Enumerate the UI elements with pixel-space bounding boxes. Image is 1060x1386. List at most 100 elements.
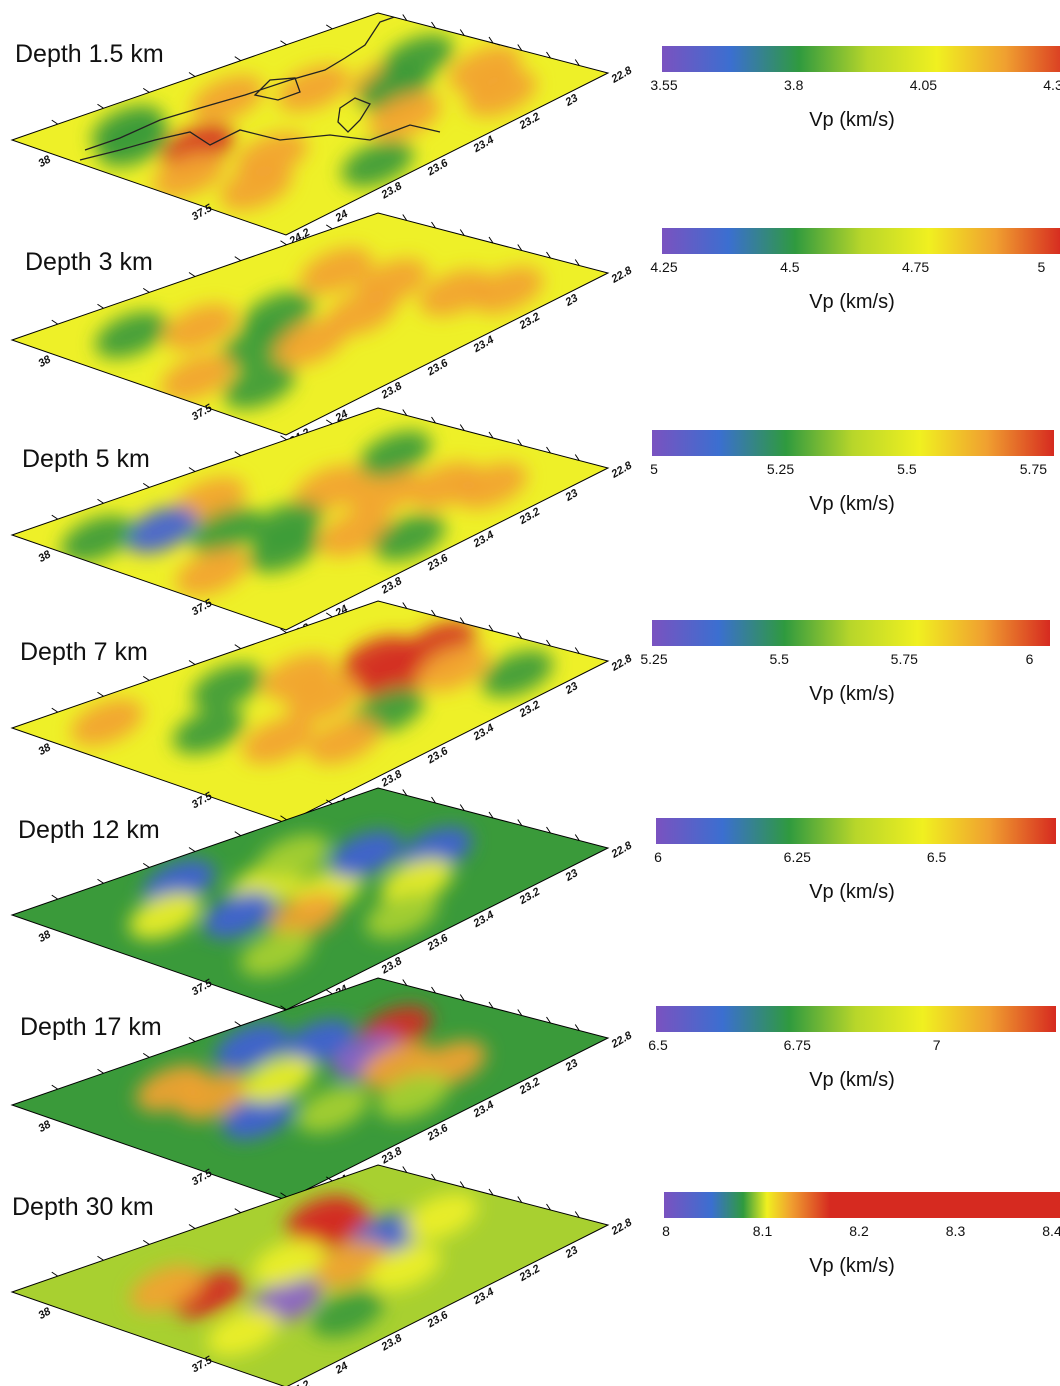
depth-label: Depth 1.5 km — [15, 40, 164, 68]
velocity-anomaly — [329, 830, 402, 878]
velocity-anomaly — [95, 311, 168, 359]
colorbar-tick-label: 8.4 — [1042, 1223, 1060, 1239]
velocity-anomaly — [368, 92, 441, 139]
longitude-tick-label: 23 — [563, 1244, 580, 1261]
velocity-anomaly — [203, 891, 276, 939]
velocity-anomaly — [286, 675, 359, 723]
colorbar-tick-label: 5.75 — [891, 651, 918, 667]
colorbar-tick-label: 4.05 — [910, 77, 937, 93]
colorbar-tick-label: 4.25 — [650, 259, 677, 275]
colorbar-tick-label: 6.5 — [648, 1037, 668, 1053]
colorbar-tick-label: 6 — [1026, 651, 1034, 667]
latitude-tick-label: 38 — [36, 153, 53, 170]
depth-slice-1: 22.82323.223.423.623.82424.237.538Depth … — [10, 12, 1060, 248]
velocity-anomaly — [274, 319, 347, 366]
colorbar-tick-label: 6 — [654, 849, 662, 865]
velocity-anomaly — [348, 468, 421, 516]
velocity-anomaly — [314, 1240, 387, 1288]
colorbar-title: Vp (km/s) — [809, 291, 895, 313]
latitude-tick-label: 38 — [36, 1118, 53, 1135]
frame-ticks — [51, 14, 580, 125]
slice-frame — [10, 1164, 610, 1386]
velocity-anomaly — [341, 140, 414, 187]
longitude-tick-label: 22.8 — [609, 64, 635, 86]
velocity-anomaly — [191, 663, 264, 711]
longitude-tick-label: 24 — [333, 1360, 350, 1377]
depth-label: Depth 30 km — [12, 1193, 154, 1221]
velocity-anomaly — [70, 699, 144, 746]
latitude-tick-label: 38 — [36, 1305, 53, 1322]
colorbar-title: Vp (km/s) — [809, 881, 895, 903]
velocity-anomaly — [296, 1085, 369, 1133]
colorbar-tick-label: 5 — [1038, 259, 1046, 275]
velocity-anomaly — [269, 892, 342, 940]
slice-frame — [10, 12, 610, 236]
latitude-tick-label: 38 — [36, 353, 53, 370]
velocity-anomaly — [214, 1023, 287, 1070]
colorbar-title: Vp (km/s) — [809, 683, 895, 705]
colorbar-tick-label: 5.25 — [767, 461, 794, 477]
longitude-tick-label: 23 — [563, 92, 580, 109]
colorbar-tick-label: 5.75 — [1020, 461, 1047, 477]
depth-slice-2: 22.82323.223.423.623.82424.237.538Depth … — [10, 212, 1060, 448]
velocity-anomaly — [310, 1290, 384, 1338]
depth-label: Depth 7 km — [20, 638, 148, 666]
colorbar: 8 8.1 8.2 8.3 8.4 Vp (km/s) — [662, 1192, 1060, 1277]
velocity-anomaly — [368, 1244, 441, 1291]
velocity-anomaly — [220, 163, 293, 211]
longitude-tick-label: 23 — [563, 680, 580, 697]
colorbar-gradient — [652, 430, 1054, 456]
depth-slices: 22.82323.223.423.623.82424.237.538Depth … — [10, 12, 1060, 1386]
colorbar-tick-label: 5.5 — [897, 461, 917, 477]
longitude-tick-label: 22.8 — [609, 652, 635, 674]
velocity-anomaly — [416, 644, 489, 692]
velocity-anomaly — [125, 506, 198, 554]
velocity-anomaly — [240, 929, 313, 977]
velocity-anomaly — [242, 1056, 315, 1103]
velocity-anomaly — [307, 717, 381, 765]
latitude-tick-label: 38 — [36, 928, 53, 945]
colorbar-tick-label: 8 — [662, 1223, 670, 1239]
colorbar-tick-label: 6.75 — [784, 1037, 811, 1053]
depth-slice-7: 22.82323.223.423.623.82424.237.538Depth … — [10, 1164, 1060, 1386]
colorbar-tick-label: 8.1 — [753, 1223, 773, 1239]
slice-frame — [10, 212, 610, 436]
velocity-anomaly — [128, 892, 201, 940]
longitude-tick-label: 24 — [333, 208, 350, 225]
latitude-tick-label: 38 — [36, 741, 53, 758]
colorbar-title: Vp (km/s) — [809, 109, 895, 131]
colorbar-tick-label: 3.55 — [650, 77, 677, 93]
velocity-anomaly — [471, 266, 544, 314]
colorbar-tick-label: 4.5 — [780, 259, 800, 275]
slice-background — [12, 978, 608, 1200]
latitude-tick-label: 38 — [36, 548, 53, 565]
velocity-anomaly — [97, 120, 170, 167]
frame-ticks — [51, 214, 580, 325]
velocity-anomaly — [172, 707, 245, 755]
velocity-anomaly — [163, 303, 237, 351]
velocity-anomaly — [257, 833, 330, 881]
colorbar-gradient — [656, 818, 1056, 844]
velocity-anomaly — [130, 1265, 203, 1312]
longitude-tick-label: 22.8 — [609, 1029, 635, 1051]
velocity-anomaly — [247, 525, 320, 573]
velocity-anomaly — [152, 151, 225, 199]
velocity-anomaly — [448, 45, 521, 93]
velocity-anomaly — [160, 354, 233, 401]
velocity-anomaly — [405, 1193, 478, 1241]
colorbar-gradient — [656, 1006, 1056, 1032]
velocity-anomaly — [294, 465, 367, 512]
frame-ticks — [51, 979, 580, 1090]
velocity-anomaly — [191, 75, 264, 123]
velocity-anomaly — [223, 362, 296, 409]
longitude-tick-label: 23 — [563, 1057, 580, 1074]
colorbar: 6.5 6.75 7 Vp (km/s) — [648, 1006, 1056, 1091]
velocity-anomaly — [207, 1308, 280, 1356]
depth-label: Depth 3 km — [25, 248, 153, 276]
frame-ticks — [51, 1166, 580, 1277]
colorbar-gradient — [652, 620, 1050, 646]
colorbar: 6 6.25 6.5 Vp (km/s) — [654, 818, 1056, 903]
colorbar-title: Vp (km/s) — [809, 493, 895, 515]
colorbar-tick-label: 5 — [650, 461, 658, 477]
